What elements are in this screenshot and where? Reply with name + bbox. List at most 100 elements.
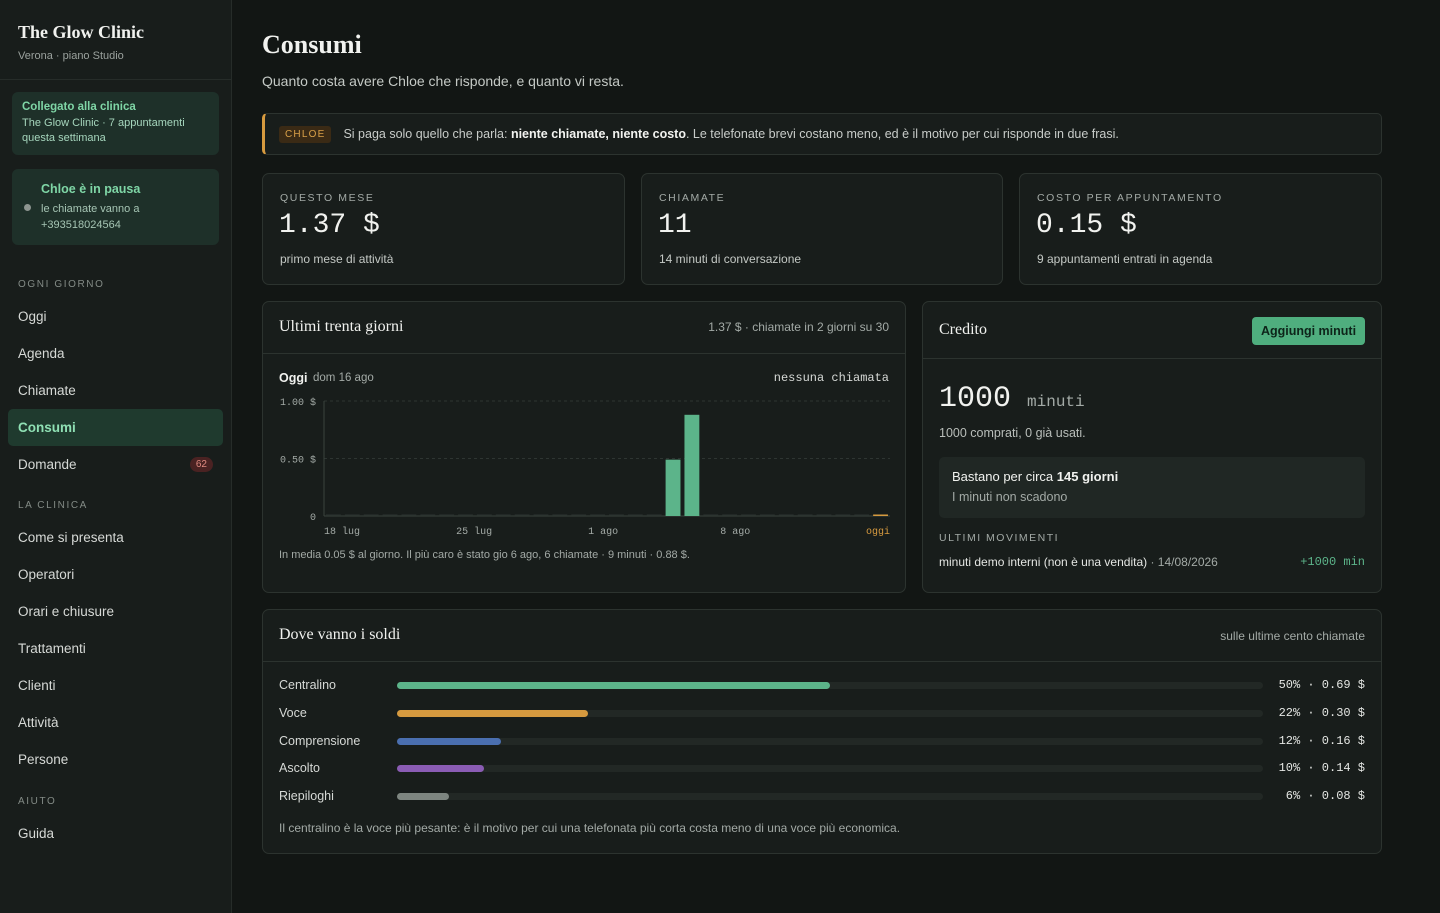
brand-subtitle: Verona · piano Studio (18, 50, 124, 62)
credit-estimate-note: I minuti non scadono (952, 490, 1068, 504)
chart-bar-empty (722, 514, 738, 516)
brand: The Glow Clinic Verona · piano Studio (0, 0, 231, 80)
chart-bar-empty (439, 514, 455, 516)
chart-bar-empty (420, 514, 436, 516)
credit-unit: minuti (1027, 393, 1085, 411)
nav-section-aiuto: AIUTO (18, 796, 57, 807)
sidebar-item-orari[interactable]: Orari e chiusure (18, 604, 115, 619)
chart-bar-empty (326, 514, 341, 516)
chart-bar-empty (627, 514, 643, 516)
nav-section-ogni-giorno: OGNI GIORNO (18, 279, 105, 290)
connection-text: The Glow Clinic · 7 appuntamenti questa … (22, 117, 185, 144)
sidebar-item-clienti[interactable]: Clienti (18, 678, 56, 693)
chart-bar-empty (741, 514, 756, 516)
notice-banner: CHLOE Si paga solo quello che parla: nie… (262, 113, 1382, 155)
notice-chip: CHLOE (279, 125, 332, 143)
card-header: Credito Aggiungi minuti (923, 302, 1381, 359)
card-title: Ultimi trenta giorni (279, 318, 404, 335)
sidebar: The Glow Clinic Verona · piano Studio Co… (0, 0, 232, 913)
sidebar-item-trattamenti[interactable]: Trattamenti (18, 641, 86, 656)
cost-row-ascolto: Ascolto 10% · 0.14 $ (279, 759, 1365, 779)
cost-track (397, 793, 1263, 800)
chart-bar-empty (816, 514, 832, 516)
sidebar-item-persone[interactable]: Persone (18, 752, 69, 767)
credit-amount: 1000 minuti (939, 382, 1085, 416)
chart-bar-empty (778, 514, 794, 516)
stat-value: 0.15 $ (1036, 210, 1137, 241)
movements-label: ULTIMI MOVIMENTI (939, 532, 1060, 544)
pause-title: Chloe è in pausa (41, 181, 141, 196)
cost-bar-fill (397, 738, 501, 745)
cost-breakdown-card: Dove vanno i soldi sulle ultime cento ch… (262, 609, 1382, 854)
y-tick-label: 0.50 $ (280, 455, 316, 467)
cost-bar-fill (397, 765, 484, 772)
stat-sub: 14 minuti di conversazione (659, 252, 802, 266)
notice-text: Si paga solo quello che parla: niente ch… (343, 127, 1119, 141)
card-header: Ultimi trenta giorni 1.37 $ · chiamate i… (263, 302, 905, 354)
cost-label: Ascolto (279, 761, 320, 775)
chart-bar-empty (797, 514, 813, 516)
stat-sub: primo mese di attività (280, 252, 394, 266)
cost-bar-fill (397, 793, 449, 800)
pause-text: le chiamate vanno a +393518024564 (41, 202, 140, 231)
day-date: dom 16 ago (313, 372, 374, 384)
x-tick-label: 8 ago (720, 527, 750, 538)
sidebar-item-agenda[interactable]: Agenda (18, 346, 65, 361)
pause-card[interactable]: Chloe è in pausa le chiamate vanno a +39… (12, 169, 219, 245)
card-title: Dove vanno i soldi (279, 626, 401, 643)
cost-row-voce: Voce 22% · 0.30 $ (279, 704, 1365, 724)
last-thirty-days-card: Ultimi trenta giorni 1.37 $ · chiamate i… (262, 301, 906, 593)
chart-footer: In media 0.05 $ al giorno. Il più caro è… (279, 549, 690, 561)
chart-bar-empty (458, 514, 473, 516)
chart-bar-empty (854, 514, 870, 516)
sidebar-item-guida[interactable]: Guida (18, 826, 55, 841)
sidebar-item-domande[interactable]: Domande 62 (0, 446, 231, 483)
cost-track (397, 710, 1263, 717)
sidebar-item-operatori[interactable]: Operatori (18, 567, 75, 582)
page-subtitle: Quanto costa avere Chloe che risponde, e… (262, 73, 624, 89)
add-minutes-button[interactable]: Aggiungi minuti (1252, 317, 1365, 345)
sidebar-item-oggi[interactable]: Oggi (18, 309, 47, 324)
y-tick-label: 1.00 $ (280, 397, 316, 409)
cost-row-centralino: Centralino 50% · 0.69 $ (279, 676, 1365, 696)
stat-card-cost-per-appointment: COSTO PER APPUNTAMENTO 0.15 $ 9 appuntam… (1019, 173, 1382, 285)
credit-estimate-box: Bastano per circa 145 giorni I minuti no… (939, 457, 1365, 518)
cost-bar-fill (397, 710, 588, 717)
sidebar-item-chiamate[interactable]: Chiamate (18, 383, 76, 398)
daily-cost-chart: 1.00 $ 0.50 $ 0 18 lug 25 lug 1 ago 8 ago oggi (280, 397, 890, 538)
chart-bar-empty (382, 514, 398, 516)
credit-minutes: 1000 (939, 382, 1012, 416)
x-tick-label: oggi (866, 526, 890, 538)
brand-title: The Glow Clinic (18, 22, 145, 42)
sidebar-item-attivita[interactable]: Attività (18, 715, 59, 730)
movement-row: minuti demo interni (non è una vendita) … (939, 555, 1218, 569)
chart-bar (665, 459, 681, 516)
chart-bar-empty (344, 514, 360, 516)
chart-bar-empty (609, 514, 624, 516)
chart-bar-empty (552, 514, 568, 516)
stat-sub: 9 appuntamenti entrati in agenda (1037, 252, 1213, 266)
sidebar-item-come-si-presenta[interactable]: Come si presenta (18, 530, 124, 545)
x-tick-label: 18 lug (324, 526, 360, 538)
stat-label: COSTO PER APPUNTAMENTO (1037, 192, 1223, 204)
cost-value: 6% · 0.08 $ (1285, 789, 1365, 803)
cost-track (397, 738, 1263, 745)
chart-bar-empty (514, 514, 530, 516)
chart-bar-empty (495, 514, 511, 516)
day-label: Oggi (279, 371, 308, 385)
chart-bar-empty (476, 514, 492, 516)
sidebar-item-label: Domande (18, 457, 77, 472)
status-dot-icon (24, 203, 31, 211)
credit-card: Credito Aggiungi minuti 1000 minuti 1000… (922, 301, 1382, 593)
cost-label: Riepiloghi (279, 789, 334, 803)
cost-bar-fill (397, 682, 830, 689)
y-tick-label: 0 (310, 513, 316, 524)
chart-bar-empty (571, 514, 587, 516)
credit-sub: 1000 comprati, 0 già usati. (939, 426, 1086, 440)
day-status: nessuna chiamata (773, 371, 889, 385)
stat-card-calls: CHIAMATE 11 14 minuti di conversazione (641, 173, 1003, 285)
sidebar-item-consumi[interactable]: Consumi (8, 409, 223, 446)
chart-bar-empty (363, 514, 379, 516)
card-note: sulle ultime cento chiamate (1220, 629, 1365, 643)
movement-text: minuti demo interni (non è una vendita) (939, 555, 1148, 569)
